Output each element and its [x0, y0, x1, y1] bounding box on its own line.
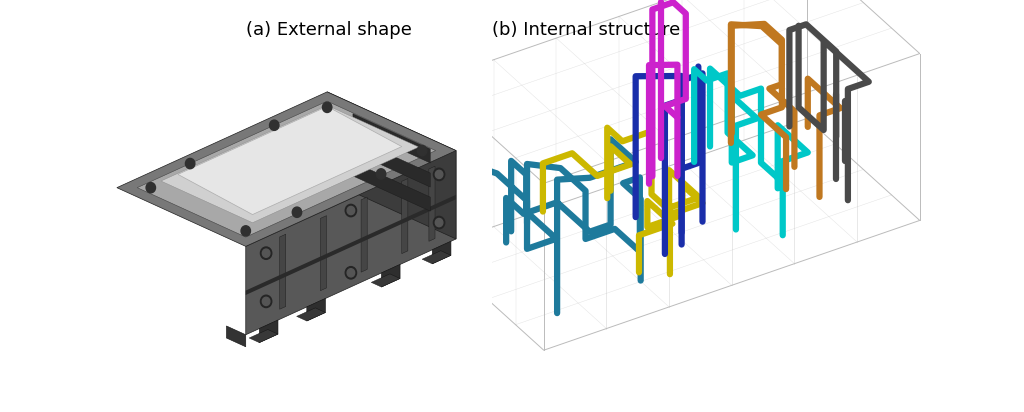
Circle shape — [146, 183, 156, 193]
Circle shape — [418, 145, 427, 156]
Polygon shape — [226, 326, 246, 347]
Text: (a) External shape: (a) External shape — [246, 21, 412, 39]
Polygon shape — [178, 106, 401, 215]
Polygon shape — [321, 215, 327, 291]
Circle shape — [260, 247, 271, 260]
Circle shape — [269, 120, 279, 131]
Circle shape — [433, 216, 444, 229]
Polygon shape — [381, 265, 400, 287]
Polygon shape — [422, 250, 451, 264]
Polygon shape — [307, 298, 326, 321]
Polygon shape — [327, 92, 456, 239]
Circle shape — [433, 168, 444, 180]
Circle shape — [377, 169, 386, 179]
Circle shape — [323, 102, 332, 112]
Circle shape — [345, 267, 356, 279]
Circle shape — [435, 218, 442, 227]
Polygon shape — [137, 101, 435, 237]
Polygon shape — [401, 178, 408, 254]
Circle shape — [262, 297, 270, 306]
Polygon shape — [361, 197, 368, 272]
Polygon shape — [117, 92, 456, 246]
Circle shape — [345, 204, 356, 217]
Circle shape — [435, 170, 442, 178]
Circle shape — [292, 207, 302, 218]
Polygon shape — [372, 274, 400, 287]
Circle shape — [262, 249, 270, 257]
Polygon shape — [429, 166, 435, 241]
Circle shape — [347, 269, 354, 277]
Polygon shape — [297, 308, 326, 321]
Text: (b) Internal structure: (b) Internal structure — [492, 21, 680, 39]
Circle shape — [185, 159, 195, 169]
Circle shape — [260, 295, 271, 307]
Polygon shape — [246, 150, 456, 335]
Polygon shape — [246, 195, 456, 295]
Polygon shape — [259, 320, 278, 343]
Polygon shape — [353, 114, 430, 163]
Polygon shape — [432, 241, 451, 264]
Polygon shape — [161, 105, 419, 223]
Polygon shape — [353, 138, 430, 187]
Circle shape — [347, 206, 354, 215]
Circle shape — [241, 226, 251, 236]
Polygon shape — [280, 234, 286, 309]
Polygon shape — [249, 330, 278, 343]
Polygon shape — [353, 162, 430, 211]
